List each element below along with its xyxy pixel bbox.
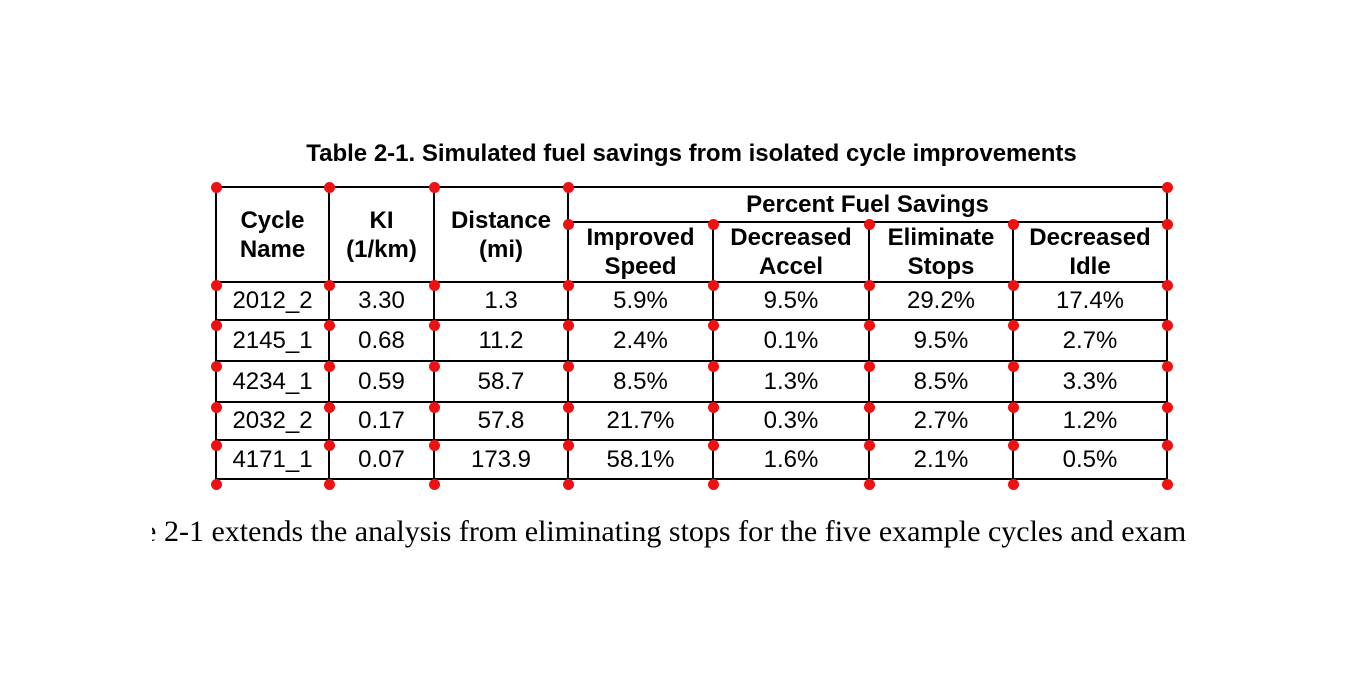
cell-cycle-name: 4234_1 — [215, 360, 330, 403]
col-header-distance: Distance (mi) — [433, 186, 569, 283]
cell-ki: 0.59 — [328, 360, 435, 403]
header-row-sub: Improved Speed Decreased Accel Eliminate… — [216, 221, 1169, 283]
cell-eliminate-stops: 9.5% — [868, 319, 1014, 362]
grid-intersection-marker — [863, 478, 875, 490]
cell-distance: 57.8 — [433, 401, 569, 441]
cell-decreased-accel: 0.3% — [712, 401, 870, 441]
table-row: 2032_2 0.17 57.8 21.7% 0.3% 2.7% 1.2% — [215, 401, 1169, 441]
col-header-decreased-accel: Decreased Accel — [712, 221, 870, 283]
col-header-improved-speed: Improved Speed — [567, 221, 714, 283]
header-row-group: Cycle Name KI (1/km) Distance (mi) Perce… — [215, 186, 1169, 283]
cell-ki: 0.68 — [328, 319, 435, 362]
table-row: 2145_1 0.68 11.2 2.4% 0.1% 9.5% 2.7% — [215, 319, 1169, 362]
col-header-ki: KI (1/km) — [328, 186, 435, 283]
cell-distance: 1.3 — [433, 281, 569, 321]
col-header-decreased-idle: Decreased Idle — [1011, 221, 1169, 283]
clipped-letter-fragment: e — [152, 515, 158, 549]
cell-decreased-idle: 3.3% — [1011, 360, 1169, 403]
cell-cycle-name: 2032_2 — [215, 401, 330, 441]
grid-intersection-marker — [707, 478, 719, 490]
body-text: e2-1 extends the analysis from eliminati… — [152, 515, 1186, 549]
cell-cycle-name: 2145_1 — [215, 319, 330, 362]
col-header-eliminate-stops: Eliminate Stops — [868, 221, 1014, 283]
cell-ki: 0.07 — [328, 439, 435, 480]
grid-intersection-marker — [210, 478, 222, 490]
fuel-savings-table: Cycle Name KI (1/km) Distance (mi) Perce… — [210, 181, 1173, 490]
cell-improved-speed: 21.7% — [567, 401, 714, 441]
table-row: 4234_1 0.59 58.7 8.5% 1.3% 8.5% 3.3% — [215, 360, 1169, 403]
body-text-line: 2-1 extends the analysis from eliminatin… — [164, 515, 1187, 548]
cell-decreased-accel: 0.1% — [712, 319, 870, 362]
cell-decreased-idle: 17.4% — [1011, 281, 1169, 321]
cell-improved-speed: 2.4% — [567, 319, 714, 362]
cell-distance: 173.9 — [433, 439, 569, 480]
cell-eliminate-stops: 2.1% — [868, 439, 1014, 480]
table-row: 4171_1 0.07 173.9 58.1% 1.6% 2.1% 0.5% — [215, 439, 1169, 480]
col-header-cycle-name: Cycle Name — [215, 186, 330, 283]
cell-ki: 3.30 — [328, 281, 435, 321]
cell-improved-speed: 5.9% — [567, 281, 714, 321]
cell-eliminate-stops: 29.2% — [868, 281, 1014, 321]
cell-ki: 0.17 — [328, 401, 435, 441]
data-table: Cycle Name KI (1/km) Distance (mi) Perce… — [215, 186, 1169, 480]
cell-cycle-name: 2012_2 — [215, 281, 330, 321]
cell-eliminate-stops: 8.5% — [868, 360, 1014, 403]
cell-improved-speed: 58.1% — [567, 439, 714, 480]
cell-cycle-name: 4171_1 — [215, 439, 330, 480]
grid-intersection-marker — [562, 478, 574, 490]
cell-eliminate-stops: 2.7% — [868, 401, 1014, 441]
grid-intersection-marker — [1007, 478, 1019, 490]
group-header-percent-fuel-savings: Percent Fuel Savings — [566, 186, 1169, 223]
cell-decreased-idle: 0.5% — [1011, 439, 1169, 480]
cell-decreased-idle: 2.7% — [1011, 319, 1169, 362]
table-row: 2012_2 3.30 1.3 5.9% 9.5% 29.2% 17.4% — [215, 281, 1169, 321]
cell-decreased-accel: 1.6% — [712, 439, 870, 480]
table-caption: Table 2-1. Simulated fuel savings from i… — [306, 140, 1077, 167]
cell-distance: 11.2 — [433, 319, 569, 362]
grid-intersection-marker — [1161, 478, 1173, 490]
grid-intersection-marker — [323, 478, 335, 490]
cell-distance: 58.7 — [433, 360, 569, 403]
grid-intersection-marker — [428, 478, 440, 490]
cell-decreased-accel: 1.3% — [712, 360, 870, 403]
cell-decreased-idle: 1.2% — [1011, 401, 1169, 441]
cell-improved-speed: 8.5% — [567, 360, 714, 403]
cell-decreased-accel: 9.5% — [712, 281, 870, 321]
